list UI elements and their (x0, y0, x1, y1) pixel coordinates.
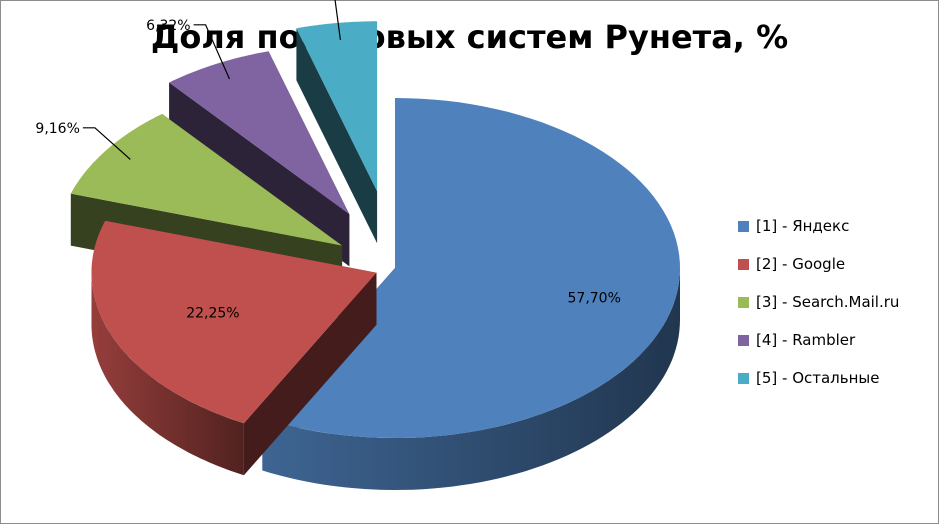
legend-label: [5] - Остальные (756, 369, 880, 387)
legend-swatch (738, 372, 749, 384)
leader-line (82, 127, 131, 160)
data-label: 9,16% (35, 121, 79, 137)
data-label: 57,70% (568, 290, 621, 306)
slice-wall (296, 28, 378, 244)
slice-side (262, 268, 680, 490)
data-label: 6,32% (146, 18, 190, 34)
slice-top (262, 98, 680, 438)
slice-top (296, 21, 378, 192)
legend-label: [1] - Яндекс (756, 217, 850, 235)
legend-item: [2] - Google (738, 245, 899, 283)
slice-top (169, 51, 350, 215)
legend-label: [2] - Google (756, 255, 846, 273)
legend-label: [3] - Search.Mail.ru (756, 293, 900, 311)
pie-slice (91, 220, 377, 476)
legend-item: [3] - Search.Mail.ru (738, 283, 899, 321)
chart-legend: [1] - Яндекс [2] - Google [3] - Search.M… (738, 207, 899, 397)
legend-swatch (738, 334, 749, 346)
legend-item: [1] - Яндекс (738, 207, 899, 245)
legend-item: [4] - Rambler (738, 321, 899, 359)
legend-swatch (738, 296, 749, 308)
legend-item: [5] - Остальные (738, 359, 899, 397)
leader-line (193, 24, 231, 80)
data-label: 22,25% (186, 306, 239, 322)
slice-top (70, 113, 343, 246)
slice-top (91, 220, 377, 424)
slice-wall (243, 272, 377, 476)
chart-title: Доля поисковых систем Рунета, % (150, 18, 789, 56)
slice-side (91, 272, 244, 476)
leader-line (334, 0, 341, 40)
pie-slice (296, 21, 378, 244)
legend-swatch (738, 258, 749, 270)
legend-label: [4] - Rambler (756, 331, 856, 349)
legend-swatch (738, 220, 749, 232)
